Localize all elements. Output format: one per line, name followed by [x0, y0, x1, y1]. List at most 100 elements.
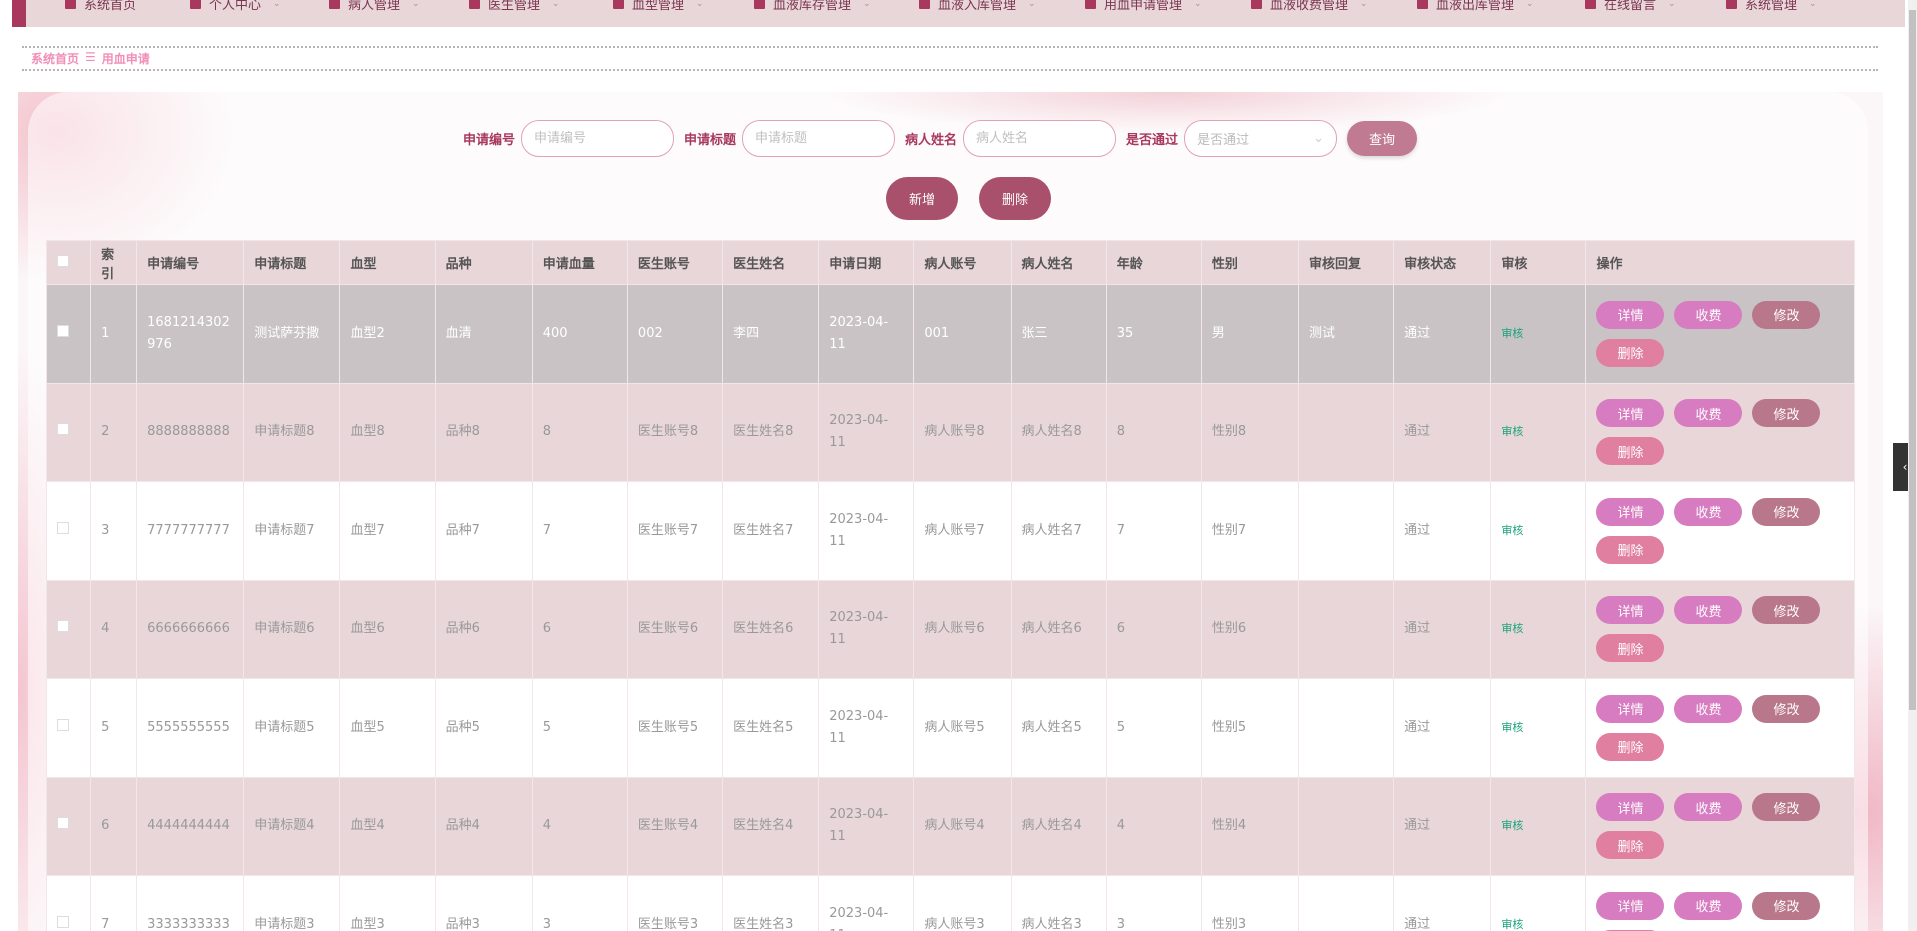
column-header: 申请日期: [818, 240, 915, 285]
divider: [22, 46, 1878, 48]
chevron-down-icon: ⌄: [1028, 0, 1036, 9]
nav-item[interactable]: 血型管理 ⌄: [613, 0, 704, 13]
table-row[interactable]: 5 5555555555 申请标题5 血型5 品种5 5 医生账号5 医生姓名5 2023-04…: [45, 678, 1855, 778]
breadcrumb-home[interactable]: 系统首页: [31, 52, 80, 66]
nav-icon: [329, 0, 340, 9]
audit-link[interactable]: 审核: [1501, 523, 1524, 537]
delete-button[interactable]: 删除: [1596, 929, 1665, 931]
table-row[interactable]: 4 6666666666 申请标题6 血型6 品种6 6 医生账号6 医生姓名6 2023-04…: [45, 579, 1855, 679]
apply-title-input[interactable]: [742, 120, 896, 157]
row-checkbox[interactable]: [57, 915, 69, 928]
nav-item[interactable]: 病人管理 ⌄: [329, 0, 420, 13]
column-header: 操作: [1585, 240, 1855, 285]
delete-button[interactable]: 删除: [1596, 437, 1665, 466]
select-all-checkbox[interactable]: [57, 254, 69, 267]
table-cell: 病人姓名3: [1010, 875, 1107, 931]
audit-link[interactable]: 审核: [1501, 917, 1524, 931]
detail-button[interactable]: 详情: [1596, 596, 1665, 625]
table-cell: 2023-04-11: [818, 776, 915, 876]
nav-item[interactable]: 在线留言 ⌄: [1585, 0, 1676, 13]
edit-button[interactable]: 修改: [1752, 300, 1821, 329]
table-cell: 通过: [1393, 382, 1492, 482]
column-header: 血型: [339, 240, 436, 285]
nav-item[interactable]: 血液收费管理 ⌄: [1251, 0, 1368, 13]
patient-name-input[interactable]: [963, 120, 1117, 157]
charge-button[interactable]: 收费: [1674, 694, 1743, 723]
table-row[interactable]: 2 8888888888 申请标题8 血型8 品种8 8 医生账号8 医生姓名8 2023-04…: [45, 382, 1855, 482]
nav-label: 系统首页: [84, 0, 137, 13]
table-cell: 病人姓名7: [1010, 481, 1107, 581]
edit-button[interactable]: 修改: [1752, 793, 1821, 822]
detail-button[interactable]: 详情: [1596, 891, 1665, 920]
query-button[interactable]: 查询: [1347, 121, 1418, 156]
table-cell: 病人账号4: [913, 776, 1012, 876]
column-header: 年龄: [1105, 240, 1202, 285]
nav-icon: [919, 0, 930, 9]
detail-button[interactable]: 详情: [1596, 497, 1665, 526]
ops-cell: 详情 收费 修改 删除: [1585, 481, 1855, 581]
audit-link[interactable]: 审核: [1501, 326, 1524, 340]
edit-button[interactable]: 修改: [1752, 891, 1821, 920]
table-cell: 医生账号3: [626, 875, 724, 931]
delete-button[interactable]: 删除: [1596, 535, 1665, 564]
column-header: 性别: [1200, 240, 1300, 285]
charge-button[interactable]: 收费: [1674, 891, 1743, 920]
nav-label: 医生管理: [488, 0, 541, 13]
table-cell: 血型7: [339, 481, 436, 581]
approved-select[interactable]: 是否通过 ⌄: [1184, 120, 1338, 157]
edit-button[interactable]: 修改: [1752, 497, 1821, 526]
row-checkbox[interactable]: [57, 718, 69, 731]
edit-button[interactable]: 修改: [1752, 694, 1821, 723]
ops-cell: 详情 收费 修改 删除: [1585, 382, 1855, 482]
delete-button[interactable]: 删除: [1596, 732, 1665, 761]
edit-button[interactable]: 修改: [1752, 399, 1821, 428]
row-checkbox[interactable]: [57, 423, 69, 436]
table-row[interactable]: 7 3333333333 申请标题3 血型3 品种3 3 医生账号3 医生姓名3 2023-04…: [45, 875, 1855, 931]
delete-button[interactable]: 删除: [1596, 634, 1665, 663]
charge-button[interactable]: 收费: [1674, 497, 1743, 526]
row-checkbox[interactable]: [57, 620, 69, 633]
page-scrollbar[interactable]: [1908, 0, 1917, 931]
table-cell: 35: [1105, 284, 1202, 384]
row-checkbox[interactable]: [57, 324, 69, 337]
charge-button[interactable]: 收费: [1674, 793, 1743, 822]
delete-button[interactable]: 删除: [1596, 831, 1665, 860]
audit-link[interactable]: 审核: [1501, 425, 1524, 439]
delete-button[interactable]: 删除: [1596, 338, 1665, 367]
audit-cell: 审核: [1490, 579, 1587, 679]
detail-button[interactable]: 详情: [1596, 300, 1665, 329]
nav-item[interactable]: 血液出库管理 ⌄: [1417, 0, 1534, 13]
table-cell: 通过: [1393, 776, 1492, 876]
charge-button[interactable]: 收费: [1674, 596, 1743, 625]
table-cell: 性别3: [1200, 875, 1300, 931]
detail-button[interactable]: 详情: [1596, 694, 1665, 723]
row-checkbox[interactable]: [57, 817, 69, 830]
batch-delete-button[interactable]: 删除: [979, 177, 1051, 220]
edit-button[interactable]: 修改: [1752, 596, 1821, 625]
table-row[interactable]: 6 4444444444 申请标题4 血型4 品种4 4 医生账号4 医生姓名4 2023-04…: [45, 776, 1855, 876]
table-cell: 病人姓名6: [1010, 579, 1107, 679]
scrollbar-thumb[interactable]: [1909, 10, 1916, 710]
table-cell: 血型2: [339, 284, 436, 384]
nav-item[interactable]: 用血申请管理 ⌄: [1085, 0, 1202, 13]
table-cell: 医生账号4: [626, 776, 724, 876]
audit-link[interactable]: 审核: [1501, 622, 1524, 636]
charge-button[interactable]: 收费: [1674, 300, 1743, 329]
add-button[interactable]: 新增: [886, 177, 958, 220]
table-row[interactable]: 1 1681214302976 测试萨芬撒 血型2 血清 400 002 李四 2023-04-…: [45, 284, 1855, 384]
nav-item[interactable]: 个人中心 ⌄: [190, 0, 281, 13]
detail-button[interactable]: 详情: [1596, 399, 1665, 428]
detail-button[interactable]: 详情: [1596, 793, 1665, 822]
charge-button[interactable]: 收费: [1674, 399, 1743, 428]
nav-item[interactable]: 血液入库管理 ⌄: [919, 0, 1036, 13]
nav-icon: [613, 0, 624, 9]
nav-item[interactable]: 医生管理 ⌄: [469, 0, 560, 13]
nav-item[interactable]: 系统首页: [65, 0, 136, 13]
table-row[interactable]: 3 7777777777 申请标题7 血型7 品种7 7 医生账号7 医生姓名7 2023-04…: [45, 481, 1855, 581]
audit-link[interactable]: 审核: [1501, 720, 1524, 734]
apply-no-input[interactable]: [521, 120, 675, 157]
nav-item[interactable]: 血液库存管理 ⌄: [754, 0, 871, 13]
audit-link[interactable]: 审核: [1501, 819, 1524, 833]
row-checkbox[interactable]: [57, 521, 69, 534]
nav-item[interactable]: 系统管理 ⌄: [1726, 0, 1817, 13]
